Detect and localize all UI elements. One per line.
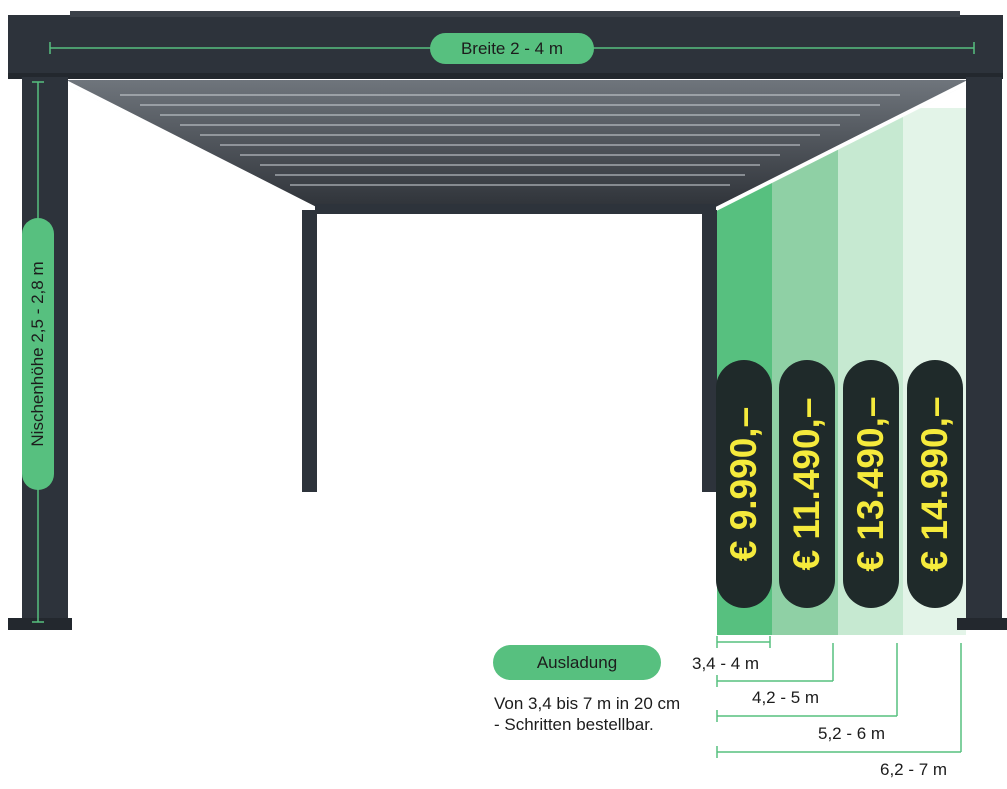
price-option-4: € 14.990,– — [914, 396, 955, 572]
price-option-2: € 11.490,– — [786, 397, 827, 571]
price-pill-option-4: € 14.990,– — [907, 360, 963, 608]
width-label: Breite 2 - 4 m — [430, 33, 594, 64]
range-option-3: 5,2 - 6 m — [818, 724, 886, 743]
projection-label: Ausladung — [493, 645, 661, 680]
price-option-3: € 13.490,– — [850, 396, 891, 572]
post-back-left — [302, 210, 317, 492]
price-pill-option-3: € 13.490,– — [843, 360, 899, 608]
price-pill-option-2: € 11.490,– — [779, 360, 835, 608]
height-label-text: Nischenhöhe 2,5 - 2,8 m — [28, 261, 47, 447]
range-option-2: 4,2 - 5 m — [752, 688, 820, 707]
post-back-right — [702, 210, 717, 492]
price-option-1: € 9.990,– — [723, 406, 764, 562]
range-option-4: 6,2 - 7 m — [880, 760, 948, 779]
height-label: Nischenhöhe 2,5 - 2,8 m — [22, 218, 54, 490]
order-note: Von 3,4 bis 7 m in 20 cm - Schritten bes… — [494, 694, 681, 734]
post-front-right — [966, 77, 1002, 622]
price-pill-option-1: € 9.990,– — [716, 360, 772, 608]
range-option-1: 3,4 - 4 m — [692, 654, 760, 673]
